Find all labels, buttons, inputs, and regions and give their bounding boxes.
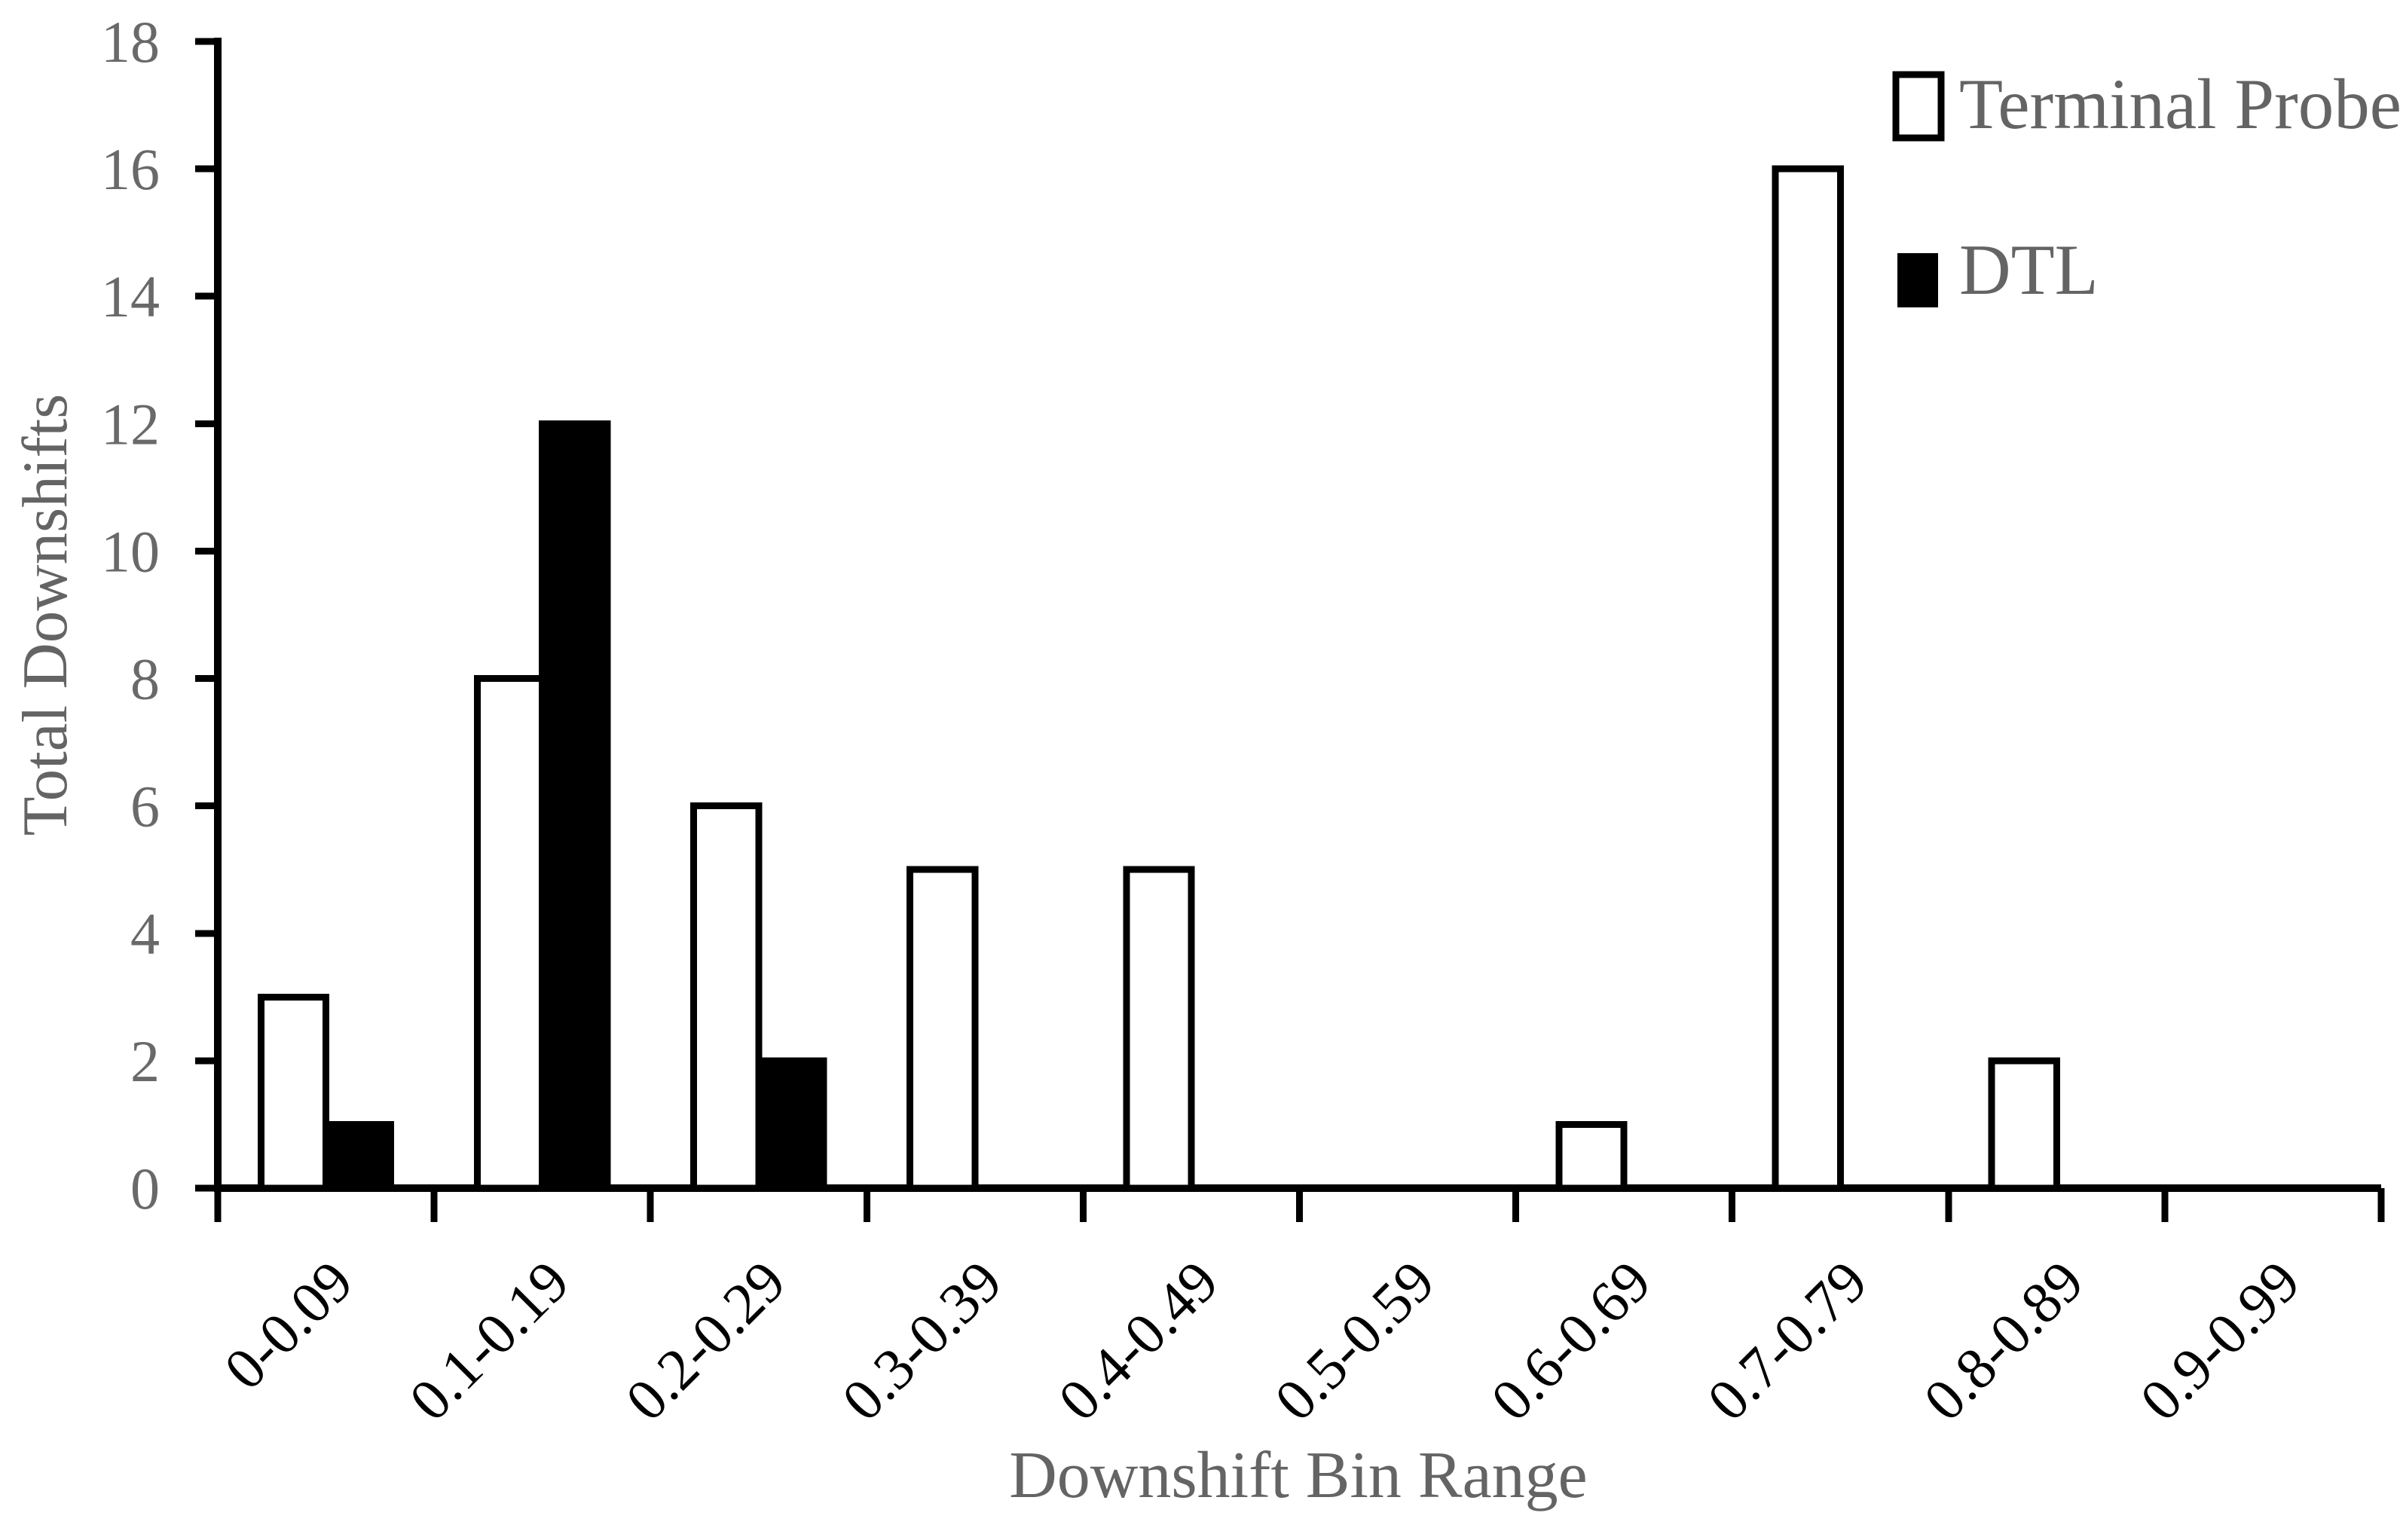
- x-tick-label: 0.9-0.99: [2127, 1248, 2312, 1433]
- x-tick-label: 0.3-0.39: [830, 1248, 1014, 1433]
- x-tick-label: 0.2-0.29: [613, 1248, 797, 1433]
- bar-dtl: [755, 1057, 827, 1192]
- y-tick-labels: 0 2 4 6 8 10 12 14 16 18: [101, 9, 160, 1221]
- y-tick-label: 12: [101, 391, 160, 457]
- x-tick-label: 0.6-0.69: [1478, 1248, 1663, 1433]
- bars: [257, 165, 2060, 1192]
- y-axis-title: Total Downshifts: [10, 394, 81, 836]
- x-tick-label: 0-0.09: [212, 1248, 365, 1402]
- bar-dtl: [539, 420, 611, 1192]
- x-tick-label: 0.4-0.49: [1046, 1248, 1231, 1433]
- x-tick-label: 0.7-0.79: [1695, 1248, 1879, 1433]
- bar-terminal-probe: [257, 993, 330, 1192]
- y-tick-label: 0: [130, 1156, 160, 1221]
- y-tick-label: 2: [130, 1028, 160, 1094]
- x-tick-label: 0.1-0.19: [396, 1248, 581, 1433]
- x-tick-label: 0.8-0.89: [1911, 1248, 2096, 1433]
- legend-label-terminal-probe: Terminal Probe: [1959, 64, 2400, 144]
- bar-terminal-probe: [1123, 866, 1195, 1192]
- bar-terminal-probe: [1772, 165, 1844, 1192]
- bar-terminal-probe: [474, 675, 546, 1192]
- bar-terminal-probe: [1555, 1120, 1628, 1192]
- bar-terminal-probe: [690, 802, 763, 1192]
- bar-terminal-probe: [906, 866, 979, 1192]
- y-tick-label: 14: [101, 264, 160, 329]
- y-tick-label: 16: [101, 136, 160, 202]
- y-tick-label: 8: [130, 646, 160, 712]
- y-tick-label: 10: [101, 518, 160, 584]
- legend-marker-terminal-probe: [1892, 71, 1945, 142]
- y-tick-label: 18: [101, 9, 160, 75]
- legend-label-dtl: DTL: [1959, 230, 2099, 310]
- x-tick-labels: 0-0.09 0.1-0.19 0.2-0.29 0.3-0.39 0.4-0.49 0.…: [212, 1248, 2313, 1433]
- y-tick-label: 4: [130, 901, 160, 967]
- bar-dtl: [323, 1120, 395, 1192]
- legend-marker-dtl: [1897, 253, 1938, 307]
- x-tick-label: 0.5-0.59: [1262, 1248, 1447, 1433]
- x-axis-title: Downshift Bin Range: [1009, 1439, 1588, 1512]
- legend: Terminal Probe DTL: [1892, 64, 2400, 310]
- bar-terminal-probe: [1988, 1057, 2060, 1192]
- y-tick-label: 6: [130, 774, 160, 839]
